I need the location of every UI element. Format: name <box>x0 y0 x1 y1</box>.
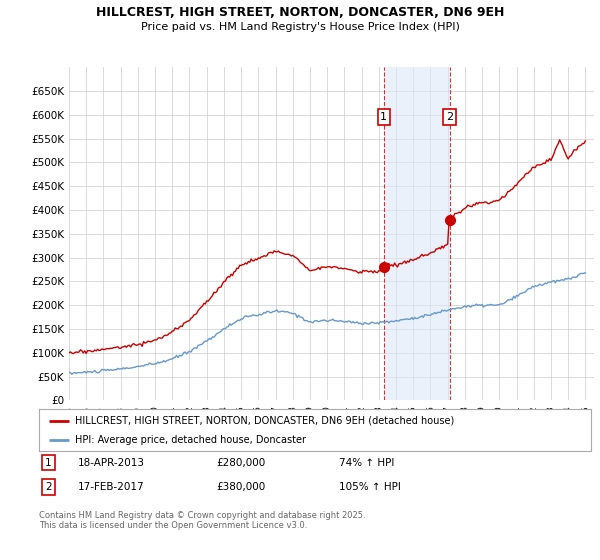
Text: Price paid vs. HM Land Registry's House Price Index (HPI): Price paid vs. HM Land Registry's House … <box>140 22 460 32</box>
Text: 1: 1 <box>380 112 388 122</box>
Text: 74% ↑ HPI: 74% ↑ HPI <box>339 458 394 468</box>
Text: 105% ↑ HPI: 105% ↑ HPI <box>339 482 401 492</box>
Text: 17-FEB-2017: 17-FEB-2017 <box>78 482 145 492</box>
Text: 2: 2 <box>446 112 454 122</box>
Text: HPI: Average price, detached house, Doncaster: HPI: Average price, detached house, Donc… <box>75 435 306 445</box>
Text: 2: 2 <box>45 482 52 492</box>
Text: 18-APR-2013: 18-APR-2013 <box>78 458 145 468</box>
Text: HILLCREST, HIGH STREET, NORTON, DONCASTER, DN6 9EH (detached house): HILLCREST, HIGH STREET, NORTON, DONCASTE… <box>75 416 454 426</box>
Text: £380,000: £380,000 <box>216 482 265 492</box>
Text: HILLCREST, HIGH STREET, NORTON, DONCASTER, DN6 9EH: HILLCREST, HIGH STREET, NORTON, DONCASTE… <box>96 6 504 18</box>
Text: Contains HM Land Registry data © Crown copyright and database right 2025.
This d: Contains HM Land Registry data © Crown c… <box>39 511 365 530</box>
Text: 1: 1 <box>45 458 52 468</box>
Text: £280,000: £280,000 <box>216 458 265 468</box>
Bar <box>384 67 450 400</box>
